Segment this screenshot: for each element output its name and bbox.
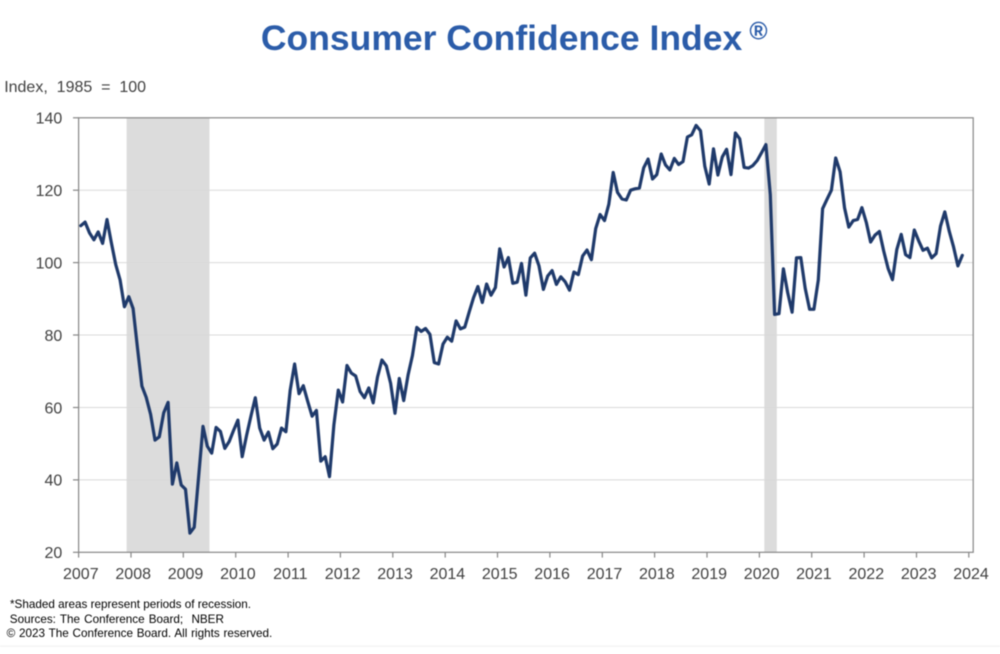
svg-text:Consumer Confidence Index ®: Consumer Confidence Index ®	[261, 18, 768, 58]
svg-text:2021: 2021	[796, 566, 832, 583]
svg-text:2009: 2009	[168, 566, 204, 583]
svg-text:2010: 2010	[220, 566, 256, 583]
svg-text:2020: 2020	[744, 566, 780, 583]
svg-text:2018: 2018	[639, 566, 675, 583]
svg-text:© 2023 The Conference Board. A: © 2023 The Conference Board. All rights …	[7, 627, 273, 640]
svg-text:2012: 2012	[325, 566, 361, 583]
svg-text:2011: 2011	[273, 566, 308, 583]
svg-text:2013: 2013	[377, 566, 413, 583]
svg-text:60: 60	[45, 400, 63, 417]
svg-text:20: 20	[45, 545, 63, 562]
svg-text:2024: 2024	[953, 566, 989, 583]
svg-text:2008: 2008	[115, 566, 151, 583]
svg-text:40: 40	[45, 473, 63, 490]
svg-text:140: 140	[36, 111, 63, 128]
svg-text:2015: 2015	[482, 566, 518, 583]
svg-text:2014: 2014	[430, 566, 466, 583]
svg-text:2019: 2019	[691, 566, 727, 583]
svg-text:2007: 2007	[63, 566, 99, 583]
svg-text:120: 120	[36, 183, 63, 200]
svg-text:80: 80	[45, 328, 63, 345]
svg-text:*Shaded areas represent period: *Shaded areas represent periods of reces…	[10, 598, 251, 611]
svg-text:Sources: The Conference Board;: Sources: The Conference Board; NBER	[10, 613, 224, 626]
svg-text:100: 100	[36, 255, 63, 272]
svg-text:2017: 2017	[587, 566, 623, 583]
svg-text:2022: 2022	[849, 566, 885, 583]
svg-text:Index, 1985 = 100: Index, 1985 = 100	[4, 79, 146, 96]
svg-text:2023: 2023	[901, 566, 937, 583]
svg-text:2016: 2016	[534, 566, 570, 583]
